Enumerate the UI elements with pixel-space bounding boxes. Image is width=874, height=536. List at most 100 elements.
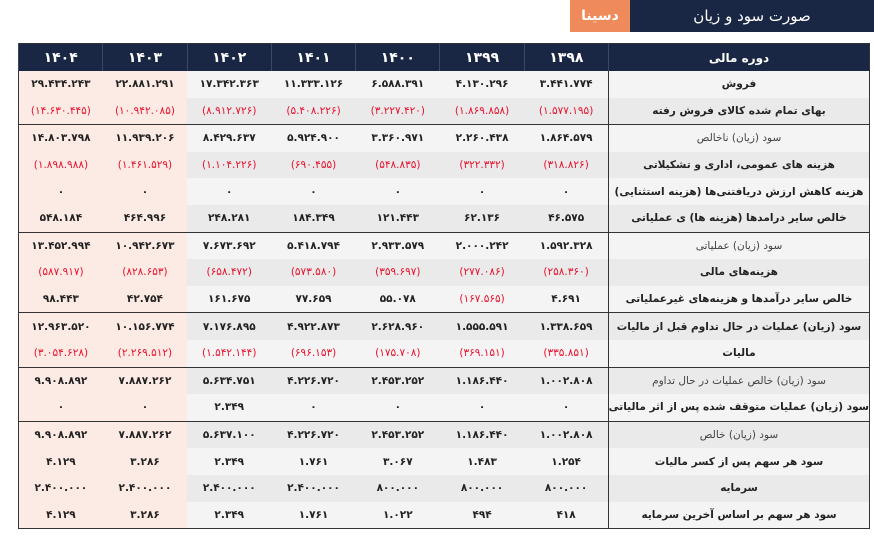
value-cell: (۳۵۹.۶۹۷) <box>355 259 440 286</box>
row-label: سود (زیان) عملیاتی <box>608 231 870 260</box>
value-cell: (۵.۴۰۸.۲۲۶) <box>271 97 356 125</box>
value-cell: (۲۵۸.۳۶۰) <box>524 259 609 286</box>
value-cell: ۷.۱۷۶.۸۹۵ <box>187 312 272 340</box>
value-cell: ۷.۶۷۳.۶۹۲ <box>187 231 272 260</box>
year-header: ۱۴۰۰ <box>355 43 440 71</box>
value-cell: ۴.۹۲۲.۸۷۳ <box>271 312 356 340</box>
value-cell: (۵۴۸.۸۳۵) <box>355 151 440 179</box>
value-cell: ۱.۰۰۲.۸۰۸ <box>524 366 609 395</box>
value-cell: ۴۶.۵۷۵ <box>524 204 609 233</box>
value-cell: (۶۹۰.۴۵۵) <box>271 151 356 179</box>
value-cell: ۱.۷۶۱ <box>271 448 356 475</box>
row-label: سود (زیان) خالص عملیات در حال تداوم <box>608 366 870 395</box>
value-cell: ۱۴.۸۰۳.۷۹۸ <box>18 124 103 152</box>
row-label: سود (زیان) عملیات متوقف شده پس از اثر ما… <box>608 394 870 422</box>
table-row: سود (زیان) خالص ۱.۰۰۲.۸۰۸ ۱.۱۸۶.۴۴۰ ۲.۴۵۳.۲… <box>18 420 870 449</box>
value-cell: ۲.۹۳۳.۵۷۹ <box>355 231 440 260</box>
value-cell: (۱۷۵.۷۰۸) <box>355 339 440 368</box>
value-cell: (۱.۱۰۴.۲۲۶) <box>187 151 272 179</box>
value-cell: ۲.۶۲۸.۹۶۰ <box>355 312 440 340</box>
row-label: بهای تمام شده کالای فروش رفته <box>608 97 870 125</box>
table-row: بهای تمام شده کالای فروش رفته (۱.۵۷۷.۱۹۵)… <box>18 97 870 125</box>
table-row: خالص سایر درآمدها و هزینه‌های غیرعملیاتی… <box>18 285 870 313</box>
value-cell: ۷۷.۶۵۹ <box>271 285 356 313</box>
value-cell: ۲.۳۴۹ <box>187 448 272 475</box>
year-header: ۱۴۰۱ <box>270 43 356 71</box>
value-cell: ۵.۹۲۴.۹۰۰ <box>271 124 356 152</box>
period-header: دوره مالی <box>608 43 870 71</box>
value-cell: ۵.۶۳۷.۱۰۰ <box>187 420 272 449</box>
value-cell: ۴.۲۲۶.۷۲۰ <box>271 366 356 395</box>
year-header: ۱۳۹۸ <box>523 43 609 71</box>
value-cell: ۶۲.۱۳۶ <box>439 204 525 233</box>
value-cell: ۱۸۴.۳۴۹ <box>271 204 356 233</box>
table-row: سود (زیان) خالص عملیات در حال تداوم ۱.۰۰۲… <box>18 366 870 395</box>
row-label: سود هر سهم بر اساس آخرین سرمایه <box>608 501 870 529</box>
value-cell: ۰ <box>187 178 272 205</box>
company-badge: دسینا <box>570 0 630 32</box>
value-cell: (۵۸۷.۹۱۷) <box>18 259 103 286</box>
value-cell: ۲.۴۵۳.۲۵۲ <box>355 420 440 449</box>
value-cell: ۱.۱۸۶.۴۴۰ <box>439 366 525 395</box>
value-cell: ۲.۴۰۰.۰۰۰ <box>18 474 103 502</box>
value-cell: ۸۰۰.۰۰۰ <box>355 474 440 502</box>
value-cell: ۵۴۸.۱۸۴ <box>18 204 103 233</box>
header-row: دوره مالی ۱۳۹۸ ۱۳۹۹ ۱۴۰۰ ۱۴۰۱ ۱۴۰۲ ۱۴۰۳ ۱۴۰۴ <box>17 43 870 71</box>
table-row: سود هر سهم بر اساس آخرین سرمایه ۴۱۸ ۴۹۴ ۱.۰… <box>18 501 870 529</box>
value-cell: ۱.۵۵۵.۵۹۱ <box>439 312 525 340</box>
row-label: خالص سایر درامدها (هزینه ها) ی عملیاتی <box>608 204 870 233</box>
value-cell: ۲۹.۴۳۴.۲۴۳ <box>18 71 103 98</box>
value-cell: ۱۱.۹۳۹.۲۰۶ <box>102 124 188 152</box>
value-cell: (۳۳۵.۸۵۱) <box>524 339 609 368</box>
value-cell: ۴.۲۲۶.۷۲۰ <box>271 420 356 449</box>
table-row: فروش ۳.۴۴۱.۷۷۴ ۴.۱۳۰.۲۹۶ ۶.۵۸۸.۳۹۱ ۱۱.۳۳۳.۱۲… <box>18 71 870 98</box>
row-label: مالیات <box>608 339 870 368</box>
value-cell: ۴۶۴.۹۹۶ <box>102 204 188 233</box>
row-label: سود (زیان) ناخالص <box>608 124 870 152</box>
value-cell: (۶۵۸.۴۷۲) <box>187 259 272 286</box>
value-cell: ۱۱.۳۳۳.۱۲۶ <box>271 71 356 98</box>
value-cell: ۰ <box>439 394 525 422</box>
row-label: خالص سایر درآمدها و هزینه‌های غیرعملیاتی <box>608 285 870 313</box>
value-cell: ۳.۲۸۶ <box>102 501 188 529</box>
value-cell: ۱.۱۸۶.۴۴۰ <box>439 420 525 449</box>
value-cell: ۱۷.۳۴۲.۳۶۳ <box>187 71 272 98</box>
value-cell: ۸۰۰.۰۰۰ <box>439 474 525 502</box>
value-cell: ۴۱۸ <box>524 501 609 529</box>
value-cell: ۱۰.۱۵۶.۷۷۴ <box>102 312 188 340</box>
value-cell: ۱۲.۹۶۳.۵۲۰ <box>18 312 103 340</box>
value-cell: ۱.۸۶۴.۵۷۹ <box>524 124 609 152</box>
value-cell: ۸.۴۲۹.۶۳۷ <box>187 124 272 152</box>
page-title: صورت سود و زیان <box>630 0 874 32</box>
value-cell: ۰ <box>18 394 103 422</box>
value-cell: (۵۷۳.۵۸۰) <box>271 259 356 286</box>
value-cell: (۳۲۲.۳۳۲) <box>439 151 525 179</box>
value-cell: ۵.۴۱۸.۷۹۴ <box>271 231 356 260</box>
value-cell: ۰ <box>102 394 188 422</box>
table-row: مالیات (۳۳۵.۸۵۱) (۳۶۹.۱۵۱) (۱۷۵.۷۰۸) (۶۹۶.۱۵… <box>18 339 870 368</box>
value-cell: ۰ <box>18 178 103 205</box>
value-cell: ۲.۴۰۰.۰۰۰ <box>102 474 188 502</box>
value-cell: ۱۲۱.۴۴۳ <box>355 204 440 233</box>
row-label: هزینه های عمومی، اداری و تشکیلاتی <box>608 151 870 179</box>
value-cell: (۲۷۷.۰۸۶) <box>439 259 525 286</box>
value-cell: (۱.۸۶۹.۸۵۸) <box>439 97 525 125</box>
row-label: فروش <box>608 71 870 98</box>
value-cell: ۲.۳۴۹ <box>187 394 272 422</box>
value-cell: ۹۸.۴۴۳ <box>18 285 103 313</box>
value-cell: ۳.۳۶۰.۹۷۱ <box>355 124 440 152</box>
value-cell: (۳۶۹.۱۵۱) <box>439 339 525 368</box>
value-cell: ۵۵.۰۷۸ <box>355 285 440 313</box>
value-cell: ۱۰.۹۴۲.۶۷۳ <box>102 231 188 260</box>
value-cell: (۳۱۸.۸۲۶) <box>524 151 609 179</box>
table-row: سود (زیان) عملیات متوقف شده پس از اثر ما… <box>18 394 870 422</box>
row-label: سرمایه <box>608 474 870 502</box>
value-cell: ۱.۷۶۱ <box>271 501 356 529</box>
value-cell: (۱.۵۷۷.۱۹۵) <box>524 97 609 125</box>
row-label: هزینه‌های مالی <box>608 259 870 286</box>
value-cell: ۴.۱۳۰.۲۹۶ <box>439 71 525 98</box>
table-row: هزینه‌های مالی (۲۵۸.۳۶۰) (۲۷۷.۰۸۶) (۳۵۹.۶۹۷… <box>18 259 870 286</box>
value-cell: (۱۰.۹۴۲.۰۸۵) <box>102 97 188 125</box>
value-cell: (۶۹۶.۱۵۳) <box>271 339 356 368</box>
value-cell: ۱.۳۳۸.۶۵۹ <box>524 312 609 340</box>
